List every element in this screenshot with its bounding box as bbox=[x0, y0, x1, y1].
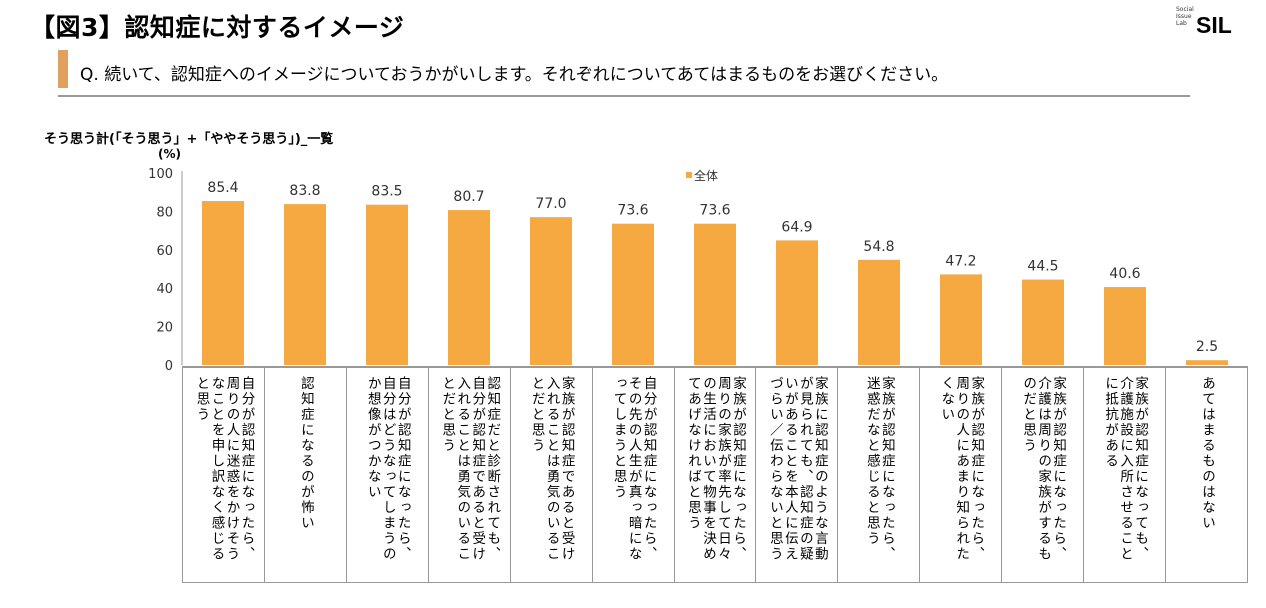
data-label: 77.0 bbox=[535, 196, 566, 212]
category-cell: 家族が認知症になっても、介護施設に入所させることに抵抗がある bbox=[1083, 368, 1165, 582]
category-cell: 自分が認知症になったら、自分はどうなってしまうのか想像がつかない bbox=[345, 368, 428, 582]
page-title: 【図3】認知症に対するイメージ bbox=[30, 13, 405, 42]
y-tick-label: 0 bbox=[165, 359, 173, 374]
bar bbox=[858, 259, 900, 365]
category-label: 家族が認知症になったら、周りの家族が率先して日々の生活において物事を決めてあげな… bbox=[684, 376, 746, 562]
category-cell: 家族が認知症になったら、迷惑だなと感じると思う bbox=[837, 368, 919, 582]
data-label: 85.4 bbox=[207, 180, 238, 196]
category-cell: 自分が認知症になったら、周りの人に迷惑をかけそうなことを申し訳なく感じると思う bbox=[182, 368, 264, 582]
question-text: Q. 続いて、認知症へのイメージについておうかがいします。それぞれについてあては… bbox=[80, 65, 949, 85]
category-cell: 認知症だと診断されても、自分が認知症であると受け入れることは勇気のいることだと思… bbox=[427, 368, 510, 582]
category-label: 自分が認知症になったら、自分はどうなってしまうのか想像がつかない bbox=[364, 376, 411, 562]
bar bbox=[530, 217, 572, 365]
category-label: 家族が認知症になったら、迷惑だなと感じると思う bbox=[863, 376, 895, 562]
bar bbox=[202, 201, 244, 365]
y-tick-label: 60 bbox=[156, 244, 173, 259]
data-label: 44.5 bbox=[1027, 259, 1058, 275]
legend-swatch bbox=[686, 172, 692, 178]
category-cell: 家族が認知症であると受け入れることは勇気のいることだと思う bbox=[509, 368, 592, 582]
category-cell: 家族に認知症のような言動が見られても、認知症の疑いがあることを本人に伝えづらい／… bbox=[755, 368, 837, 582]
sil-logo: Social Issue Lab SIL bbox=[1176, 4, 1246, 38]
y-tick-label: 40 bbox=[156, 282, 173, 297]
data-label: 83.8 bbox=[289, 183, 320, 199]
logo-text: SIL bbox=[1196, 12, 1232, 38]
category-label: あてはまるものはない bbox=[1199, 376, 1216, 531]
data-label: 80.7 bbox=[453, 189, 484, 205]
category-label: 認知症だと診断されても、自分が認知症であると受け入れることは勇気のいることだと思… bbox=[439, 376, 501, 562]
category-table: 自分が認知症になったら、周りの人に迷惑をかけそうなことを申し訳なく感じると思う認… bbox=[182, 366, 1248, 583]
data-label: 2.5 bbox=[1196, 339, 1218, 355]
category-cell: 家族が認知症になったら、周りの家族が率先して日々の生活において物事を決めてあげな… bbox=[673, 368, 756, 582]
divider bbox=[58, 95, 1190, 97]
bar bbox=[1186, 360, 1228, 365]
category-label: 家族が認知症であると受け入れることは勇気のいることだと思う bbox=[528, 376, 575, 562]
legend-label: 全体 bbox=[694, 168, 718, 183]
bar bbox=[940, 274, 982, 365]
data-label: 54.8 bbox=[863, 239, 894, 255]
data-label: 83.5 bbox=[371, 184, 402, 200]
bar bbox=[612, 223, 654, 365]
question-accent-bar bbox=[58, 50, 68, 88]
category-cell: 自分が認知症になったら、その先の人生が真っ暗になってしまうと思う bbox=[591, 368, 674, 582]
category-cell: 認知症になるのが怖い bbox=[263, 368, 346, 582]
category-cell: 家族が認知症になったら、介護は周りの家族がするものだと思う bbox=[1001, 368, 1083, 582]
data-label: 73.6 bbox=[617, 203, 648, 219]
y-axis-unit: (%) bbox=[158, 147, 181, 161]
y-tick-label: 100 bbox=[148, 167, 173, 182]
bar bbox=[448, 210, 490, 365]
data-label: 40.6 bbox=[1109, 266, 1140, 282]
category-cell: あてはまるものはない bbox=[1165, 368, 1248, 582]
category-label: 家族が認知症になったら、介護は周りの家族がするものだと思う bbox=[1020, 376, 1067, 562]
category-label: 自分が認知症になったら、周りの人に迷惑をかけそうなことを申し訳なく感じると思う bbox=[193, 376, 255, 562]
category-label: 自分が認知症になったら、その先の人生が真っ暗になってしまうと思う bbox=[610, 376, 657, 562]
bar bbox=[284, 204, 326, 365]
bar bbox=[1022, 279, 1064, 365]
chart-title: そう思う計(「そう思う」+「ややそう思う」)_一覧 bbox=[44, 132, 334, 147]
category-label: 家族が認知症になっても、介護施設に入所させることに抵抗がある bbox=[1102, 376, 1149, 562]
category-label: 家族に認知症のような言動が見られても、認知症の疑いがあることを本人に伝えづらい／… bbox=[766, 376, 828, 562]
data-label: 47.2 bbox=[945, 253, 976, 269]
category-cell: 家族が認知症になったら、周りの人にあまり知られたくない bbox=[919, 368, 1001, 582]
bar bbox=[1104, 287, 1146, 365]
data-label: 64.9 bbox=[781, 219, 812, 235]
bar bbox=[694, 223, 736, 365]
y-tick-label: 20 bbox=[156, 321, 173, 336]
category-label: 認知症になるのが怖い bbox=[297, 376, 314, 531]
bar bbox=[776, 240, 818, 365]
data-label: 73.6 bbox=[699, 203, 730, 219]
logo-small-text: Social Issue Lab bbox=[1176, 6, 1194, 27]
category-label: 家族が認知症になったら、周りの人にあまり知られたくない bbox=[938, 376, 985, 562]
y-tick-label: 80 bbox=[156, 205, 173, 220]
bar bbox=[366, 204, 408, 365]
